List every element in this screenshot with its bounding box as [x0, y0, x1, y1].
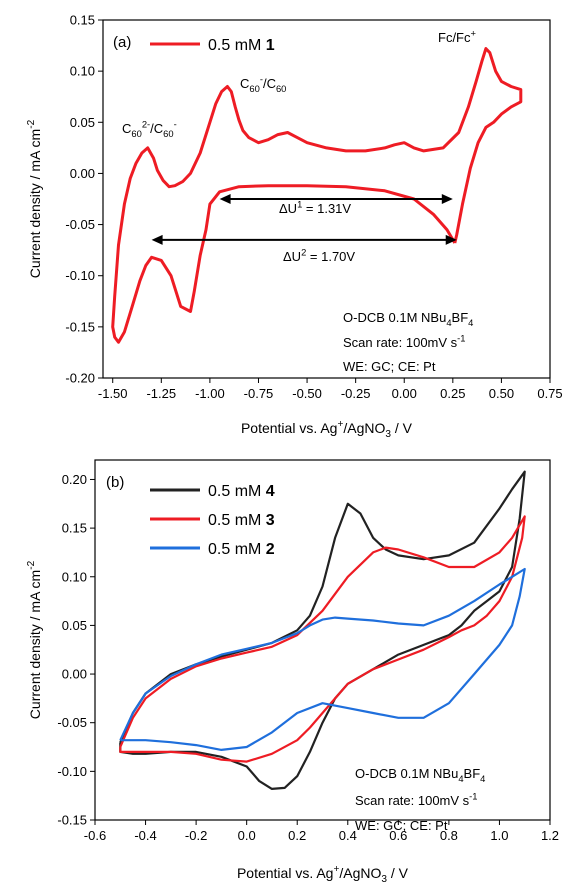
y-tick-label: -0.15	[57, 813, 87, 828]
y-tick-label: 0.20	[62, 472, 87, 487]
x-axis-title: Potential vs. Ag+/AgNO3 / V	[241, 419, 413, 440]
condition-text: O-DCB 0.1M NBu4BF4	[343, 310, 473, 328]
x-tick-label: 0.4	[339, 828, 357, 843]
chart-panel-a: -1.50 -1.25 -1.00 -0.75 -0.50 -0.25 0.00 0.25 0.…	[26, 13, 563, 441]
y-tick-label: 0.05	[70, 115, 95, 130]
annotation-label: ΔU1 = 1.31V	[279, 199, 351, 216]
y-tick-label: 0.15	[70, 13, 95, 28]
x-tick-label: 0.25	[440, 386, 465, 401]
y-tick-label: -0.10	[65, 268, 95, 283]
x-tick-label: -1.25	[146, 386, 176, 401]
y-tick-label: 0.05	[62, 618, 87, 633]
panel-label: (b)	[106, 474, 124, 491]
arrow-head	[151, 234, 163, 245]
y-tick-label: -0.10	[57, 764, 87, 779]
condition-text: WE: GC; CE: Pt	[355, 818, 448, 833]
y-tick-label: -0.05	[57, 715, 87, 730]
x-tick-label: 0.00	[392, 386, 417, 401]
y-axis-title: Current density / mA cm-2	[26, 119, 43, 278]
x-tick-label: -0.25	[341, 386, 371, 401]
y-tick-label: 0.10	[62, 569, 87, 584]
arrow-head	[441, 194, 453, 204]
annotation-label: ΔU2 = 1.70V	[283, 247, 355, 264]
y-axis-title: Current density / mA cm-2	[26, 560, 43, 719]
annotation-label: C602-/C60-	[122, 119, 177, 139]
x-tick-label: -0.4	[134, 828, 156, 843]
plot-frame	[102, 19, 551, 379]
y-tick-label: 0.00	[70, 166, 95, 181]
chart-panel-b: -0.6 -0.4 -0.2 0.0 0.2 0.4 0.6 0.8 1.0 1.2 -0.15 -0…	[26, 459, 559, 883]
series-line-1	[111, 47, 523, 344]
x-tick-label: -0.2	[185, 828, 207, 843]
legend-label: 0.5 mM 4	[208, 483, 275, 500]
x-tick-label: 1.0	[490, 828, 508, 843]
condition-text: Scan rate: 100mV s-1	[355, 791, 478, 808]
panel-label: (a)	[113, 34, 131, 51]
condition-text: Scan rate: 100mV s-1	[343, 333, 466, 350]
x-tick-label: 0.75	[537, 386, 562, 401]
legend-label: 0.5 mM 1	[208, 37, 275, 54]
condition-text: WE: GC; CE: Pt	[343, 359, 436, 374]
series-line-4	[119, 470, 526, 791]
plot-frame	[94, 459, 551, 821]
annotation-label: Fc/Fc+	[438, 28, 477, 45]
x-tick-label: -0.6	[84, 828, 106, 843]
legend-label: 0.5 mM 3	[208, 512, 275, 529]
series-line-2	[119, 567, 526, 752]
x-tick-label: -0.75	[244, 386, 274, 401]
arrow-head	[219, 194, 231, 204]
x-tick-label: -1.50	[98, 386, 128, 401]
y-tick-label: -0.15	[65, 319, 95, 334]
annotation-label: C60-/C60	[240, 74, 286, 94]
arrow-head	[445, 234, 457, 245]
x-tick-label: -0.50	[292, 386, 322, 401]
x-axis-title: Potential vs. Ag+/AgNO3 / V	[237, 864, 409, 883]
x-tick-label: 0.6	[389, 828, 407, 843]
x-tick-label: 0.2	[288, 828, 306, 843]
y-tick-label: 0.15	[62, 521, 87, 536]
x-tick-label: 0.8	[440, 828, 458, 843]
legend-label: 0.5 mM 2	[208, 541, 275, 558]
y-tick-label: 0.00	[62, 667, 87, 682]
x-tick-label: 0.0	[238, 828, 256, 843]
x-tick-label: 0.50	[489, 386, 514, 401]
x-tick-label: -1.00	[195, 386, 225, 401]
y-tick-label: 0.10	[70, 64, 95, 79]
y-tick-label: -0.05	[65, 217, 95, 232]
y-tick-label: -0.20	[65, 371, 95, 386]
condition-text: O-DCB 0.1M NBu4BF4	[355, 766, 485, 784]
x-tick-label: 1.2	[541, 828, 559, 843]
